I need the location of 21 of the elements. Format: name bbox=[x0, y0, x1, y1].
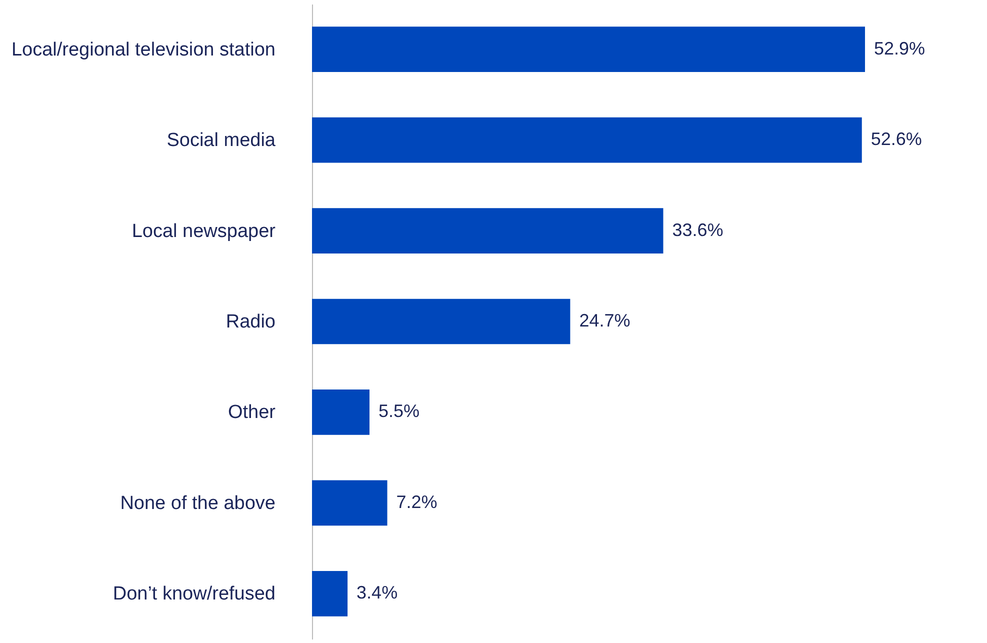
data-label: 24.7% bbox=[579, 310, 630, 330]
y-tick-label: None of the above bbox=[120, 492, 276, 514]
y-tick-label: Local newspaper bbox=[132, 220, 276, 242]
data-label: 3.4% bbox=[356, 582, 398, 603]
bar bbox=[312, 298, 570, 344]
y-tick-label: Local/regional television station bbox=[11, 39, 276, 60]
bar bbox=[312, 208, 664, 254]
bar bbox=[312, 480, 388, 526]
y-tick-label: Don’t know/refused bbox=[112, 584, 276, 605]
y-tick-label: Other bbox=[228, 402, 276, 424]
bar bbox=[312, 570, 348, 616]
data-label: 5.5% bbox=[378, 401, 420, 422]
data-label: 33.6% bbox=[672, 220, 724, 240]
y-tick-label: Social media bbox=[166, 130, 276, 152]
data-label: 52.9% bbox=[874, 38, 926, 58]
y-tick-label: Radio bbox=[226, 312, 276, 332]
bar bbox=[312, 117, 862, 163]
data-label: 52.6% bbox=[870, 129, 922, 150]
bar bbox=[312, 390, 370, 435]
data-label: 7.2% bbox=[396, 492, 438, 512]
bar bbox=[312, 26, 865, 72]
